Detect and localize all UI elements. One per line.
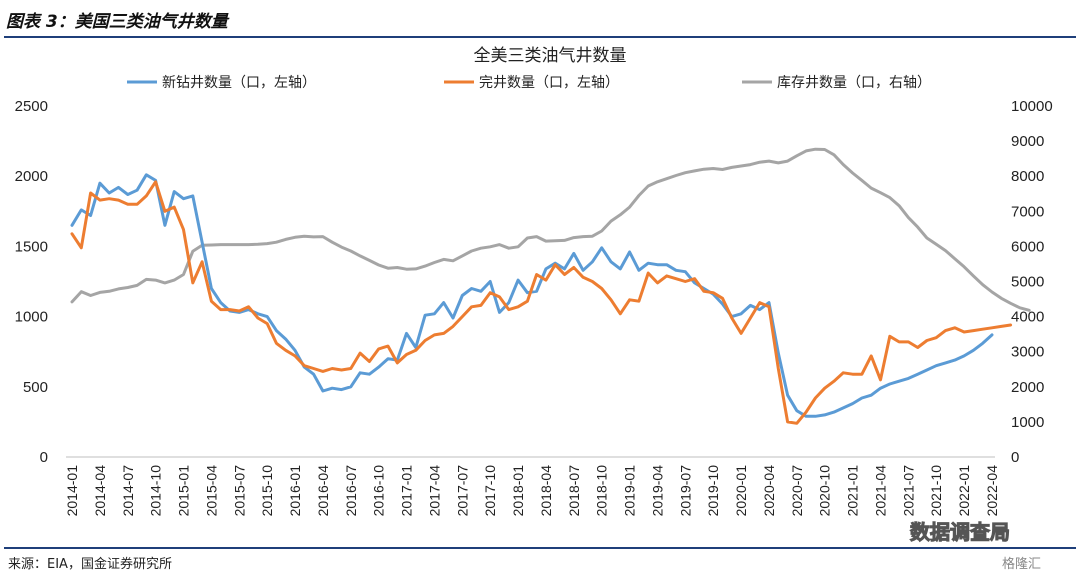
y-right-tick-label: 2000 [1011, 379, 1044, 396]
x-tick-label: 2019-10 [705, 465, 721, 517]
x-tick-label: 2018-01 [510, 465, 526, 517]
y-left-tick-label: 2000 [15, 168, 48, 185]
source-note: 来源：EIA，国金证券研究所 [8, 557, 172, 572]
x-tick-label: 2019-01 [622, 465, 638, 517]
x-tick-label: 2022-01 [956, 465, 972, 517]
plot-area [70, 147, 1031, 425]
watermark-text: 数据调查局 [910, 520, 1011, 545]
x-tick-label: 2014-10 [148, 465, 164, 517]
y-right-tick-label: 0 [1011, 449, 1019, 466]
x-tick-label: 2022-04 [984, 465, 1000, 517]
x-tick-label: 2015-10 [259, 465, 275, 517]
legend-label-drilled: 新钻井数量（口，左轴） [162, 75, 316, 91]
y-right-tick-label: 5000 [1011, 274, 1044, 291]
y-right-tick-label: 10000 [1011, 98, 1053, 115]
x-tick-label: 2016-01 [287, 465, 303, 517]
x-tick-label: 2018-10 [594, 465, 610, 517]
y-left-tick-label: 0 [40, 449, 48, 466]
series-line-inventory [70, 147, 1031, 312]
legend-label-inventory: 库存井数量（口，右轴） [777, 75, 931, 91]
x-tick-label: 2016-10 [371, 465, 387, 517]
series-line-completed [70, 180, 1013, 425]
watermark-brand: 格隆汇 [1002, 557, 1042, 572]
x-tick-label: 2014-01 [64, 465, 80, 517]
x-tick-label: 2018-04 [538, 465, 554, 517]
y-left-tick-label: 500 [23, 379, 48, 396]
x-tick-label: 2017-07 [454, 465, 470, 517]
x-tick-label: 2021-07 [900, 465, 916, 517]
x-tick-label: 2014-07 [120, 465, 136, 517]
x-tick-label: 2017-04 [426, 465, 442, 517]
x-tick-label: 2020-04 [761, 465, 777, 517]
x-tick-label: 2020-01 [733, 465, 749, 517]
x-tick-label: 2021-10 [928, 465, 944, 517]
x-tick-label: 2015-01 [176, 465, 192, 517]
header-divider [4, 36, 1076, 38]
y-axis-left: 0 500 1000 1500 2000 2500 [15, 98, 48, 466]
x-tick-label: 2020-07 [789, 465, 805, 517]
y-right-tick-label: 1000 [1011, 414, 1044, 431]
x-tick-label: 2019-07 [677, 465, 693, 517]
y-left-tick-label: 1000 [15, 309, 48, 326]
x-tick-label: 2017-01 [399, 465, 415, 517]
y-right-tick-label: 6000 [1011, 238, 1044, 255]
y-left-tick-label: 2500 [15, 98, 48, 115]
x-tick-label: 2021-04 [872, 465, 888, 517]
legend: 新钻井数量（口，左轴） 完井数量（口，左轴） 库存井数量（口，右轴） [127, 75, 931, 91]
y-left-tick-label: 1500 [15, 238, 48, 255]
y-right-tick-label: 8000 [1011, 168, 1044, 185]
x-tick-label: 2014-04 [92, 465, 108, 517]
x-tick-label: 2017-10 [482, 465, 498, 517]
x-tick-label: 2021-01 [845, 465, 861, 517]
x-tick-label: 2019-04 [649, 465, 665, 517]
chart-title: 全美三类油气井数量 [474, 46, 627, 66]
y-axis-right: 0 1000 2000 3000 4000 5000 6000 7000 8000 9000 100… [1011, 98, 1053, 466]
x-tick-label: 2016-04 [315, 465, 331, 517]
figure-title: 图表 3：美国三类油气井数量 [6, 12, 228, 32]
y-right-tick-label: 9000 [1011, 133, 1044, 150]
x-tick-label: 2018-07 [566, 465, 582, 517]
legend-label-completed: 完井数量（口，左轴） [479, 75, 619, 91]
y-right-tick-label: 7000 [1011, 203, 1044, 220]
x-axis-ticks: 2014-01 2014-04 2014-07 2014-10 2015-01 2015-… [64, 465, 1000, 517]
figure-header: 图表 3：美国三类油气井数量 [0, 0, 1080, 38]
y-right-tick-label: 4000 [1011, 309, 1044, 326]
x-tick-label: 2016-07 [343, 465, 359, 517]
y-right-tick-label: 3000 [1011, 344, 1044, 361]
x-tick-label: 2015-07 [231, 465, 247, 517]
x-tick-label: 2015-04 [203, 465, 219, 517]
footer-divider [4, 547, 1076, 549]
x-tick-label: 2020-10 [817, 465, 833, 517]
